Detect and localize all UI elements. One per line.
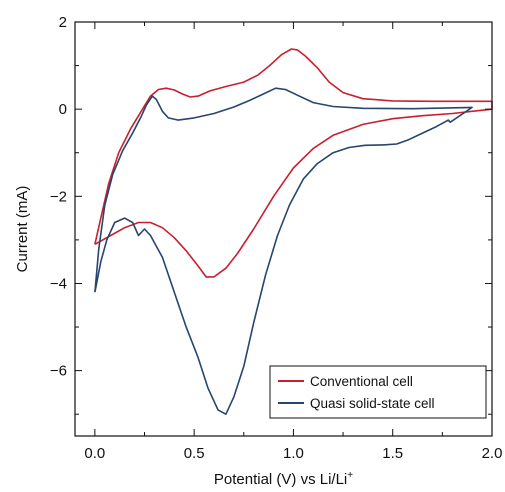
x-tick-label: 1.0 (283, 445, 304, 462)
y-tick-label: 0 (59, 101, 67, 118)
x-tick-label: 1.5 (382, 445, 403, 462)
x-tick-labels: 0.0 0.5 1.0 1.5 2.0 (84, 445, 502, 462)
series-line-1 (94, 87, 473, 415)
legend-label-conventional-cell: Conventional cell (310, 374, 413, 389)
legend-label-quasi-solid-state-cell: Quasi solid-state cell (310, 396, 435, 411)
y-axis-title: Current (mA) (14, 186, 31, 273)
y-tick-labels: 2 0 −2 −4 −6 (50, 14, 67, 380)
legend: Conventional cell Quasi solid-state cell (269, 365, 487, 419)
x-axis-title: Potential (V) vs Li/Li+ (214, 470, 353, 488)
ticks-layer (75, 21, 493, 436)
x-axis-title-superscript: + (347, 470, 353, 481)
legend-box (269, 365, 487, 419)
series-line-0 (94, 48, 493, 278)
x-tick-label: 0.0 (84, 445, 105, 462)
y-tick-label: 2 (59, 14, 67, 31)
series-layer (94, 48, 493, 415)
x-axis-title-main: Potential (V) vs Li/Li (214, 471, 347, 488)
y-tick-label: −4 (50, 275, 67, 292)
x-tick-label: 0.5 (184, 445, 205, 462)
x-tick-label: 2.0 (482, 445, 503, 462)
y-tick-label: −6 (50, 363, 67, 380)
y-tick-label: −2 (50, 188, 67, 205)
plot-frame (74, 21, 493, 437)
